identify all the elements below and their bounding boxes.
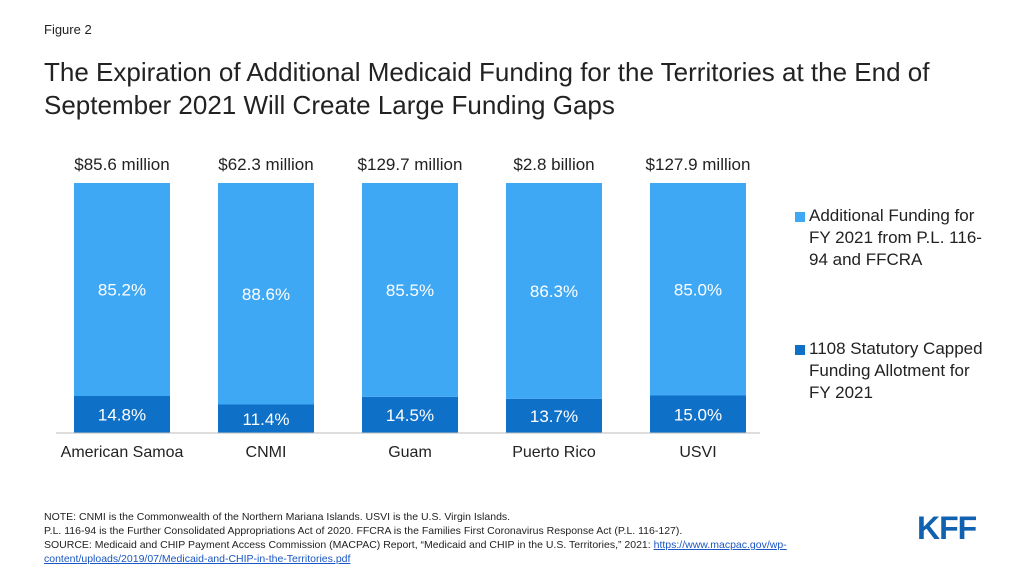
bar-segment — [218, 404, 314, 433]
bar-segment — [650, 395, 746, 433]
total-label: $129.7 million — [357, 155, 463, 174]
value-label: 88.6% — [242, 285, 290, 304]
value-label: 13.7% — [530, 407, 578, 426]
x-tick-label: CNMI — [245, 444, 287, 461]
value-label: 85.5% — [386, 281, 434, 300]
legend-swatch — [795, 212, 805, 222]
legend-label: 1108 Statutory Capped Funding Allotment … — [809, 339, 983, 402]
source-link[interactable]: https://www.macpac.gov/wp-content/upload… — [44, 539, 787, 565]
bar-segment — [362, 396, 458, 433]
bar-segment — [506, 183, 602, 399]
source: SOURCE: Medicaid and CHIP Payment Access… — [44, 538, 904, 566]
value-label: 14.5% — [386, 406, 434, 425]
x-tick-label: USVI — [679, 444, 717, 461]
bar-segment — [650, 183, 746, 396]
value-label: 85.2% — [98, 281, 146, 300]
bar-segment — [74, 396, 170, 433]
value-label: 86.3% — [530, 282, 578, 301]
value-label: 14.8% — [98, 406, 146, 425]
bar-segment — [362, 183, 458, 397]
value-label: 15.0% — [674, 405, 722, 424]
bar-segment — [74, 183, 170, 396]
note: NOTE: CNMI is the Commonwealth of the No… — [44, 511, 511, 523]
source-text: SOURCE: Medicaid and CHIP Payment Access… — [44, 539, 654, 551]
chart-title: The Expiration of Additional Medicaid Fu… — [44, 57, 930, 120]
bar-segment — [218, 183, 314, 405]
total-label: $85.6 million — [74, 155, 170, 174]
total-label: $127.9 million — [645, 155, 751, 174]
note: P.L. 116-94 is the Further Consolidated … — [44, 525, 683, 537]
total-label: $2.8 billion — [513, 155, 595, 174]
value-label: 85.0% — [674, 280, 722, 299]
x-tick-label: American Samoa — [60, 444, 184, 461]
legend-label: Additional Funding for FY 2021 from P.L.… — [809, 206, 982, 269]
notes: NOTE: CNMI is the Commonwealth of the No… — [44, 510, 904, 566]
x-tick-label: Puerto Rico — [512, 444, 596, 461]
x-tick-label: Guam — [388, 444, 432, 461]
total-label: $62.3 million — [218, 155, 314, 174]
legend-swatch — [795, 345, 805, 355]
bar-segment — [506, 398, 602, 433]
logo: KFF — [917, 510, 977, 546]
figure-label: Figure 2 — [44, 22, 92, 37]
value-label: 11.4% — [243, 410, 290, 429]
